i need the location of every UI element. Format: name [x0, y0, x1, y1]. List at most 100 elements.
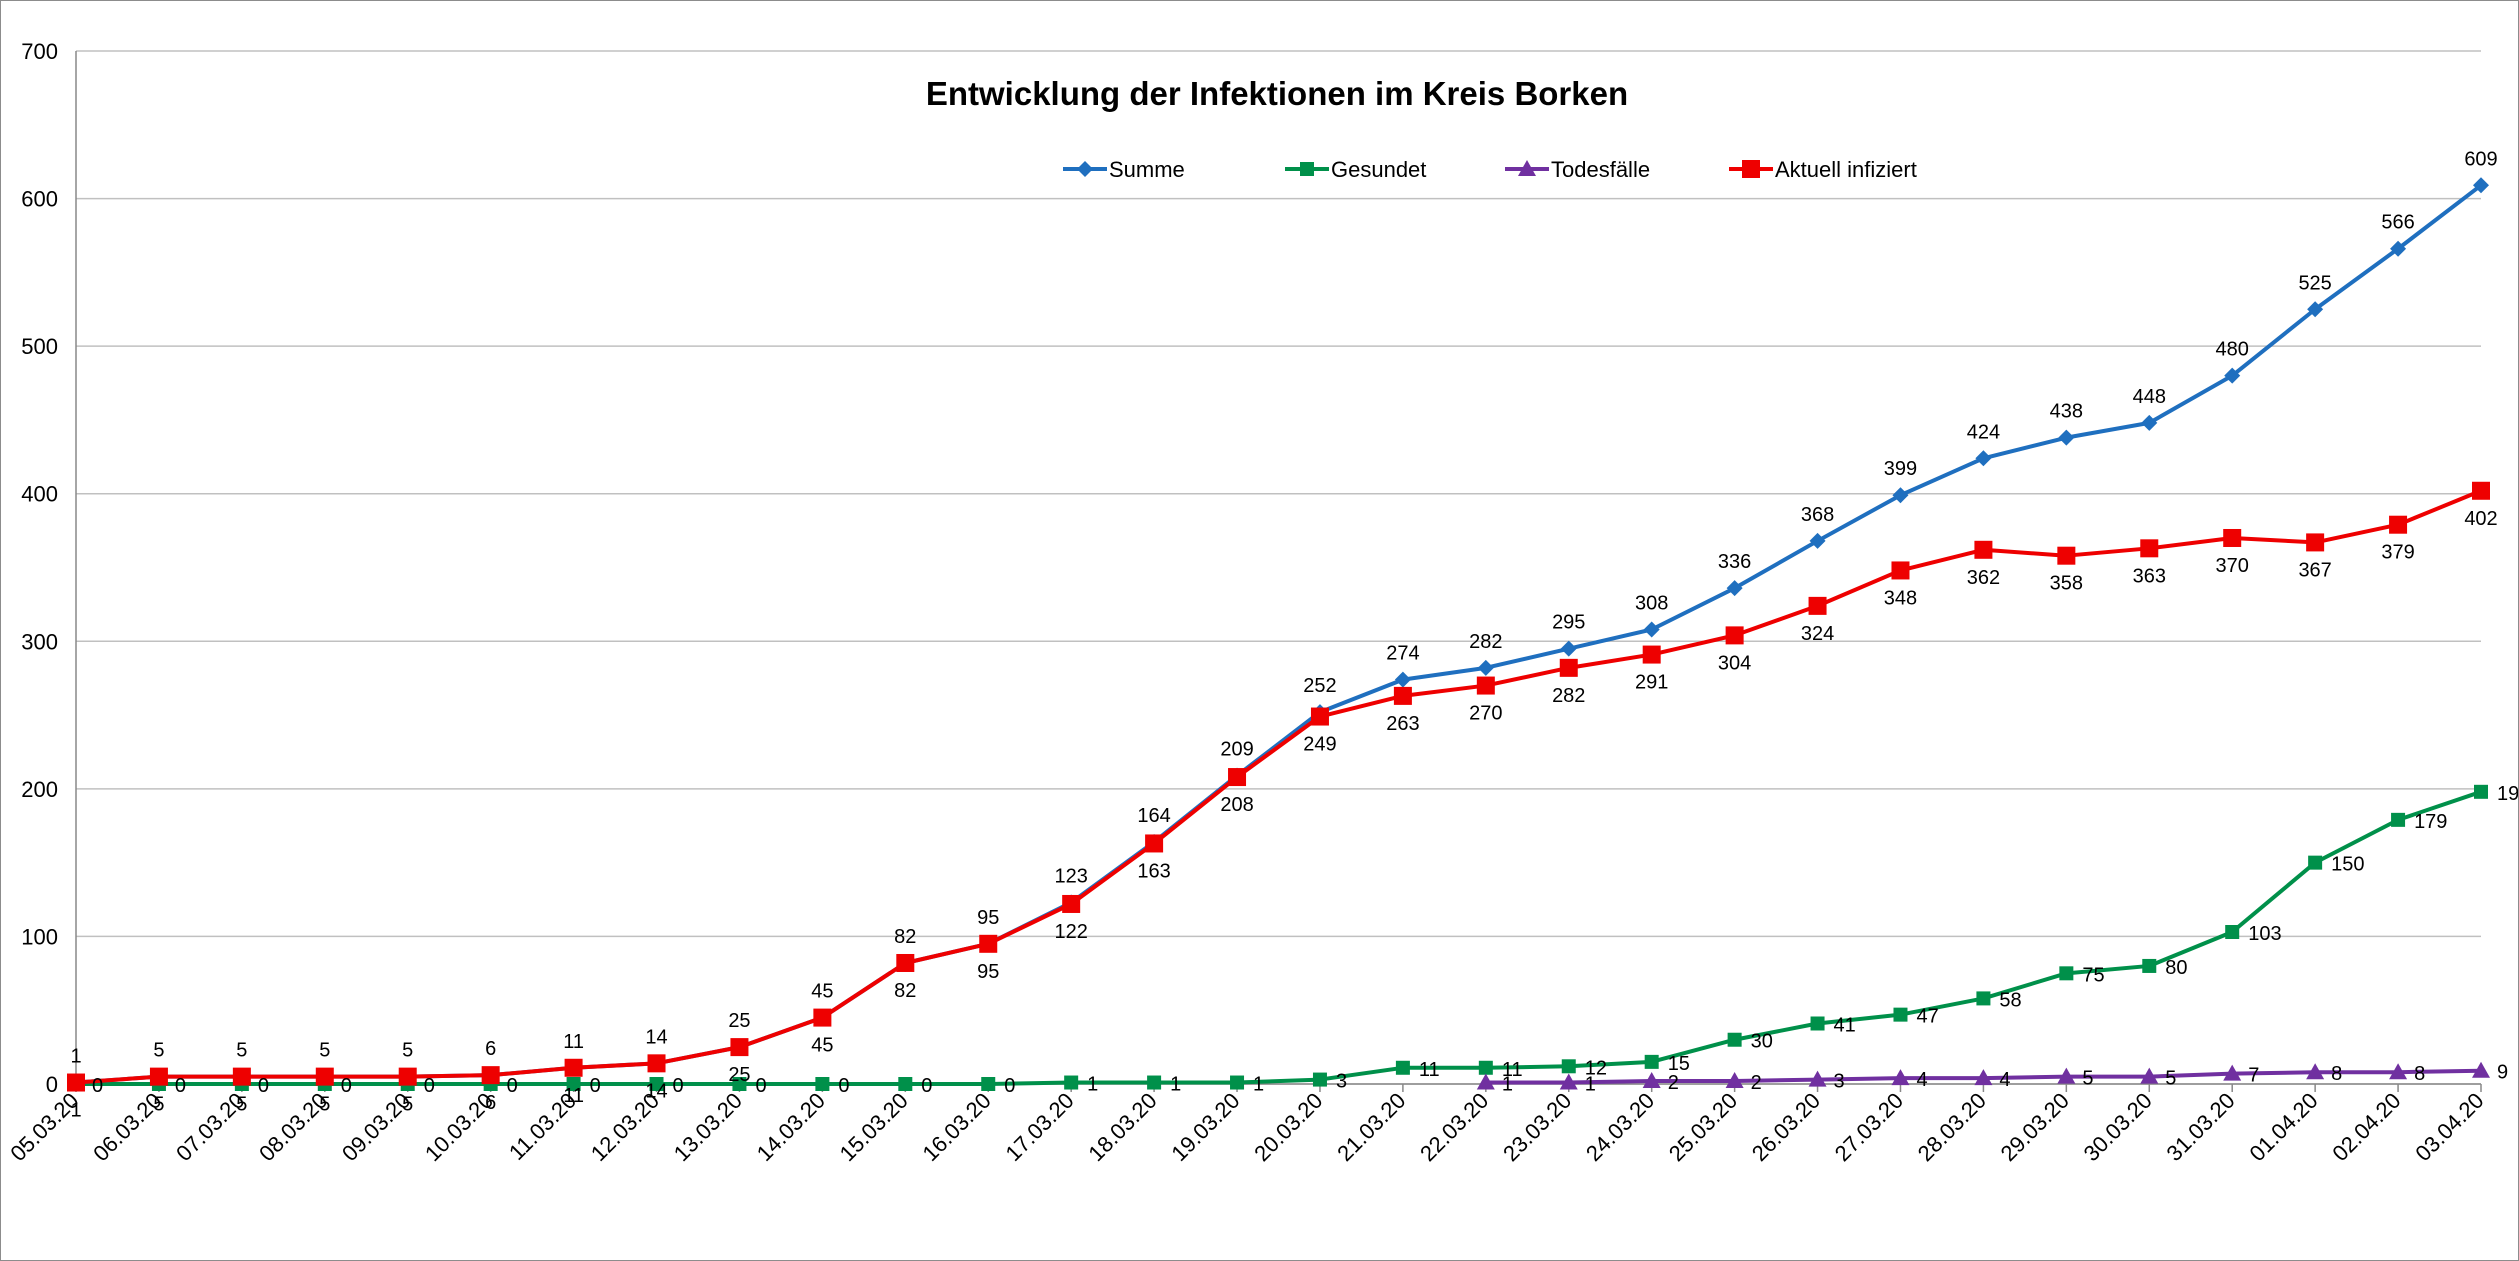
x-tick-label: 27.03.20 — [1830, 1088, 1908, 1166]
data-label-gesundet: 103 — [2248, 923, 2281, 945]
point-gesundet — [1893, 1007, 1908, 1022]
point-summe — [1643, 621, 1660, 638]
y-axis-ticks: 0 100 200 300 400 500 600 700 — [21, 39, 58, 1097]
point-gesundet — [2142, 958, 2157, 973]
point-gesundet — [1230, 1075, 1245, 1090]
data-label-aktuell-infiziert: 379 — [2381, 542, 2414, 564]
point-aktuell-infiziert — [979, 934, 998, 953]
x-tick-label: 02.04.20 — [2327, 1088, 2405, 1166]
data-label-aktuell-infiziert: 270 — [1469, 703, 1502, 725]
data-label-aktuell-infiziert: 362 — [1967, 567, 2000, 589]
point-aktuell-infiziert — [647, 1054, 666, 1073]
point-gesundet — [2059, 966, 2074, 981]
data-label-summe: 295 — [1552, 612, 1585, 634]
data-label-aktuell-infiziert: 370 — [2216, 555, 2249, 577]
point-aktuell-infiziert — [1476, 676, 1495, 695]
data-label-summe: 14 — [645, 1026, 667, 1048]
series-gesundet — [69, 784, 2488, 1091]
data-label-todesfaelle: 8 — [2414, 1063, 2425, 1085]
point-aktuell-infiziert — [1725, 626, 1744, 645]
data-label-aktuell-infiziert: 348 — [1884, 587, 1917, 609]
data-label-gesundet: 75 — [2082, 964, 2104, 986]
data-label-aktuell-infiziert: 5 — [153, 1094, 164, 1116]
data-label-gesundet: 0 — [673, 1075, 684, 1097]
point-todesfaelle — [1559, 1073, 1578, 1090]
point-gesundet — [1810, 1016, 1825, 1031]
data-label-aktuell-infiziert: 45 — [811, 1035, 833, 1057]
data-label-gesundet: 179 — [2414, 811, 2447, 833]
legend: Summe Gesundet Todesfälle Aktuell infiziert — [1063, 157, 1917, 182]
data-label-todesfaelle: 9 — [2497, 1062, 2508, 1084]
point-todesfaelle — [1808, 1070, 1827, 1087]
point-aktuell-infiziert — [1310, 707, 1329, 726]
series-todesfaelle — [1476, 1061, 2490, 1090]
x-tick-label: 30.03.20 — [2079, 1088, 2157, 1166]
series-line-aktuell-infiziert — [75, 488, 2482, 1085]
point-summe — [2307, 301, 2324, 318]
data-label-gesundet: 0 — [507, 1075, 518, 1097]
x-tick-label: 21.03.20 — [1332, 1088, 1410, 1166]
data-label-aktuell-infiziert: 263 — [1386, 713, 1419, 735]
data-label-aktuell-infiziert: 82 — [894, 980, 916, 1002]
data-label-gesundet: 0 — [755, 1075, 766, 1097]
x-tick-label: 26.03.20 — [1747, 1088, 1825, 1166]
data-label-summe: 5 — [153, 1040, 164, 1062]
data-label-summe: 209 — [1220, 739, 1253, 761]
data-label-gesundet: 1 — [1170, 1074, 1181, 1096]
data-label-gesundet: 58 — [1999, 989, 2021, 1011]
data-label-summe: 399 — [1884, 458, 1917, 480]
point-aktuell-infiziert — [315, 1067, 334, 1086]
x-tick-label: 29.03.20 — [1996, 1088, 2074, 1166]
point-todesfaelle — [2057, 1067, 2076, 1084]
series-aktuell-infiziert — [67, 481, 2490, 1092]
data-label-aktuell-infiziert: 208 — [1220, 794, 1253, 816]
point-aktuell-infiziert — [398, 1067, 417, 1086]
point-gesundet — [1644, 1054, 1659, 1069]
point-todesfaelle — [2389, 1063, 2408, 1080]
point-summe — [2390, 240, 2407, 257]
x-tick-label: 13.03.20 — [669, 1088, 747, 1166]
x-tick-label: 24.03.20 — [1581, 1088, 1659, 1166]
x-tick-label: 15.03.20 — [835, 1088, 913, 1166]
point-todesfaelle — [1891, 1069, 1910, 1086]
point-gesundet — [1976, 991, 1991, 1006]
data-label-aktuell-infiziert: 95 — [977, 961, 999, 983]
data-label-aktuell-infiziert: 122 — [1054, 921, 1087, 943]
data-label-aktuell-infiziert: 163 — [1137, 860, 1170, 882]
data-label-summe: 6 — [485, 1038, 496, 1060]
data-label-aktuell-infiziert: 249 — [1303, 734, 1336, 756]
point-gesundet — [2308, 855, 2323, 870]
data-label-aktuell-infiziert: 402 — [2464, 508, 2497, 530]
legend-item-todesfaelle: Todesfälle — [1505, 157, 1650, 182]
legend-label: Todesfälle — [1551, 157, 1650, 182]
series-layer — [67, 177, 2490, 1092]
data-label-aktuell-infiziert: 358 — [2050, 573, 2083, 595]
data-label-todesfaelle: 2 — [1668, 1072, 1679, 1094]
x-tick-label: 16.03.20 — [918, 1088, 996, 1166]
point-aktuell-infiziert — [2472, 481, 2490, 500]
data-label-todesfaelle: 4 — [1999, 1069, 2010, 1091]
data-label-summe: 5 — [402, 1040, 413, 1062]
point-gesundet — [566, 1077, 581, 1091]
point-todesfaelle — [1642, 1072, 1661, 1089]
point-aktuell-infiziert — [1228, 768, 1247, 787]
point-summe — [1975, 450, 1992, 467]
legend-marker-summe — [1077, 161, 1093, 177]
point-aktuell-infiziert — [232, 1067, 251, 1086]
y-tick-label: 0 — [46, 1072, 58, 1097]
x-tick-label: 01.04.20 — [2244, 1088, 2322, 1166]
data-label-gesundet: 0 — [258, 1075, 269, 1097]
point-aktuell-infiziert — [2306, 533, 2325, 552]
data-label-aktuell-infiziert: 11 — [563, 1085, 584, 1107]
data-label-gesundet: 3 — [1336, 1071, 1347, 1093]
data-label-aktuell-infiziert: 367 — [2298, 559, 2331, 581]
point-aktuell-infiziert — [149, 1067, 168, 1086]
point-aktuell-infiziert — [2223, 528, 2242, 547]
data-label-aktuell-infiziert: 324 — [1801, 623, 1834, 645]
legend-marker-gesundet — [1300, 162, 1314, 176]
data-label-gesundet: 80 — [2165, 957, 2187, 979]
data-label-summe: 45 — [811, 981, 833, 1003]
point-summe — [1726, 580, 1743, 597]
point-gesundet — [1478, 1060, 1493, 1075]
